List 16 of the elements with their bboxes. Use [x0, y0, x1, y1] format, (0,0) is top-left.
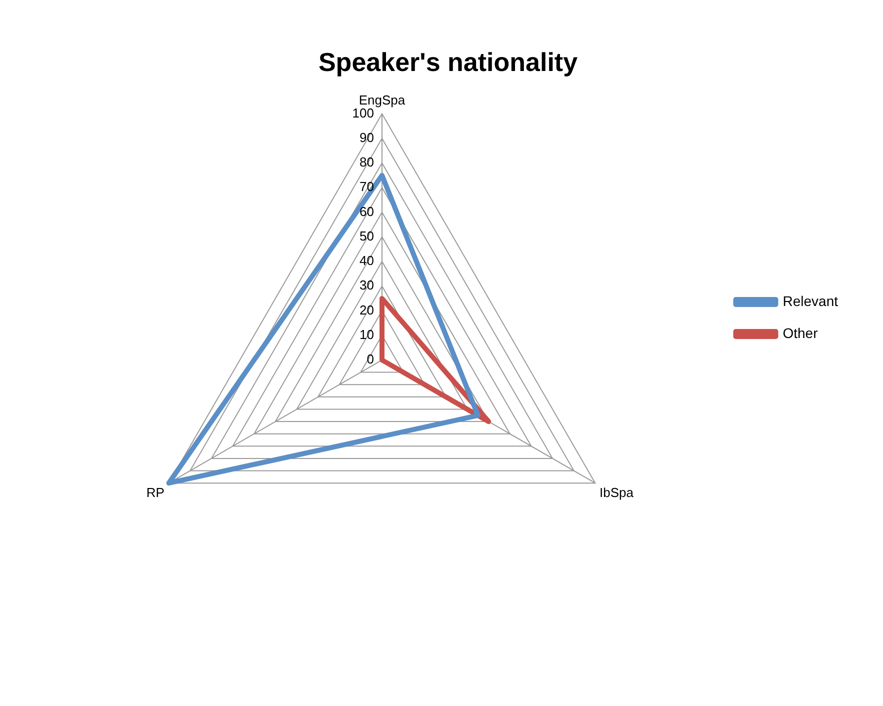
spoke-label: RP [146, 484, 164, 500]
chart-title: Speaker's nationality [318, 46, 578, 77]
spoke-label: EngSpa [358, 92, 406, 108]
y-tick-label: 30 [360, 278, 374, 293]
legend-label: Relevant [782, 292, 838, 309]
legend-label: Other [782, 324, 818, 341]
spoke-label: IbSpa [600, 484, 634, 500]
y-tick-label: 10 [360, 326, 374, 342]
y-tick-label: 60 [360, 204, 374, 219]
y-tick-label: 20 [360, 302, 374, 318]
y-tick-label: 80 [360, 154, 374, 170]
y-tick-label: 0 [366, 352, 374, 367]
y-tick-label: 90 [360, 130, 374, 145]
y-tick-label: 40 [360, 253, 374, 268]
y-tick-label: 50 [360, 228, 374, 244]
y-tick-label: 100 [352, 105, 374, 120]
